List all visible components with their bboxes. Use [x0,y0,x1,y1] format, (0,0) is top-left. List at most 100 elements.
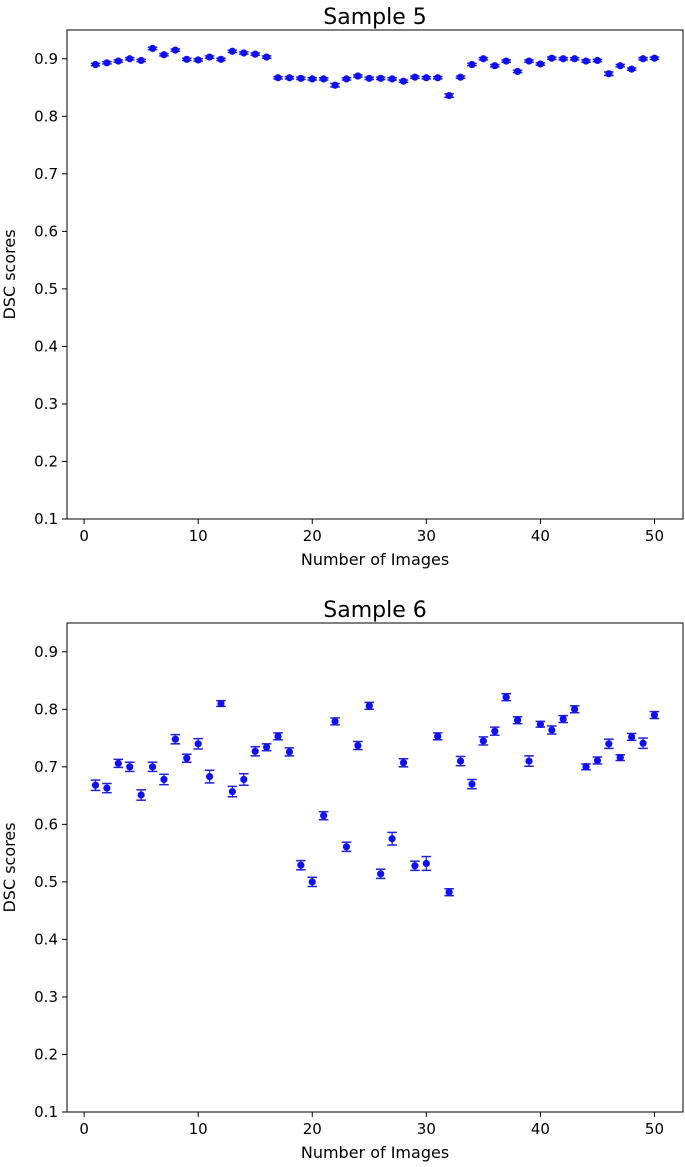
data-point [628,65,636,73]
data-point [320,812,328,820]
chart-panel-2: Sample 6 DSC scores Number of Images 0.1 0.2… [0,598,684,1162]
data-point [354,741,362,750]
data-point [228,47,237,55]
x-tick-label: 10 [189,1120,208,1138]
data-point [285,748,294,756]
data-point [456,757,465,765]
data-point [126,763,134,771]
x-tick-label: 30 [417,1120,436,1138]
data-point [593,56,602,65]
data-point [217,699,225,708]
data-point [160,51,168,59]
plot-frame [66,622,684,1113]
data-point [251,747,259,755]
y-tick-label: 0.4 [34,930,58,948]
data-point [582,57,590,65]
data-point [388,835,396,843]
data-point [616,62,624,70]
x-tick-label: 40 [531,1120,550,1138]
data-point [479,737,487,745]
plot-frame [66,29,684,520]
data-point [103,59,111,67]
data-point [650,54,659,62]
data-point [422,74,430,82]
data-point [320,75,328,83]
chart-title: Sample 6 [323,598,426,623]
data-point [434,732,442,740]
data-point [411,73,419,81]
y-axis-label: DSC scores [0,229,19,319]
data-point [354,72,362,80]
data-point [342,75,351,83]
data-point [205,53,214,61]
y-tick-label: 0.9 [34,50,58,68]
data-point [639,739,647,747]
x-tick-label: 50 [645,527,664,545]
data-point [571,705,579,713]
data-point [628,733,636,741]
data-point [274,74,282,82]
data-point [616,754,624,762]
data-point [548,726,556,734]
data-point [148,763,157,771]
data-point [513,716,522,724]
y-tick-label: 0.5 [34,873,58,891]
data-point [183,754,191,762]
data-point [308,878,316,886]
data-point [639,55,647,63]
data-point [399,759,408,767]
y-tick-label: 0.2 [34,452,58,470]
data-point [137,56,145,65]
data-point [365,702,373,710]
data-point [605,70,613,78]
data-point [137,791,145,799]
data-point [377,870,385,878]
y-tick-label: 0.6 [34,222,58,240]
y-tick-label: 0.2 [34,1045,58,1063]
x-tick-label: 0 [79,1120,89,1138]
data-point [605,740,613,748]
data-point [502,693,510,701]
x-tick-label: 0 [79,527,89,545]
data-point [456,73,465,81]
data-point [388,75,396,83]
chart-title: Sample 5 [323,5,426,30]
data-point [525,757,533,765]
data-point [342,843,351,851]
data-point [365,74,373,82]
data-point [399,77,408,85]
data-point [308,75,316,83]
y-tick-label: 0.3 [34,988,58,1006]
data-point [148,44,157,53]
data-point [160,775,168,784]
data-point [217,55,225,63]
data-point [228,787,237,796]
x-tick-label: 50 [645,1120,664,1138]
y-tick-label: 0.9 [34,643,58,661]
y-tick-label: 0.6 [34,815,58,833]
data-point [479,55,487,63]
data-point [240,49,248,57]
chart-panel-1: Sample 5 DSC scores Number of Images 0.1 0.2… [0,5,684,569]
y-tick-label: 0.3 [34,395,58,413]
data-point [297,74,305,82]
data-point [171,735,179,743]
y-tick-label: 0.8 [34,107,58,125]
x-tick-label: 20 [303,1120,322,1138]
x-tick-label: 30 [417,527,436,545]
x-axis-label: Number of Images [301,550,449,569]
data-point [285,74,294,82]
y-tick-label: 0.1 [34,510,58,528]
data-point [183,55,191,63]
data-point [91,60,100,69]
data-point [297,861,305,869]
data-point [513,67,522,76]
data-point [331,81,339,89]
y-tick-label: 0.7 [34,165,58,183]
data-point [263,743,271,751]
y-tick-label: 0.4 [34,337,58,355]
data-point [593,756,602,765]
data-point [194,56,202,64]
data-point [434,74,442,82]
